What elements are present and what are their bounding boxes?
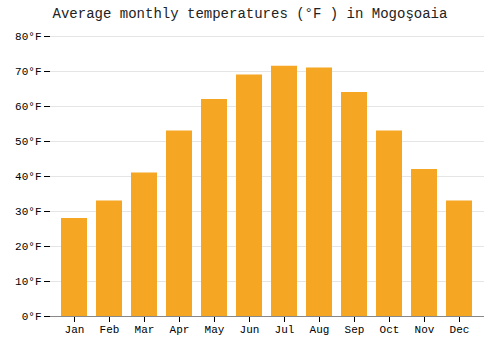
- svg-text:Feb: Feb: [100, 324, 120, 336]
- svg-text:0°F: 0°F: [22, 311, 42, 323]
- svg-text:40°F: 40°F: [15, 171, 41, 183]
- svg-text:Nov: Nov: [415, 324, 435, 336]
- svg-text:Dec: Dec: [450, 324, 470, 336]
- svg-text:10°F: 10°F: [15, 276, 41, 288]
- svg-text:Jun: Jun: [240, 324, 260, 336]
- svg-text:60°F: 60°F: [15, 101, 41, 113]
- svg-text:Aug: Aug: [310, 324, 330, 336]
- svg-text:30°F: 30°F: [15, 206, 41, 218]
- html-text:Average monthly temperatures (: Average monthly temperatures (°F ) in Mo…: [52, 6, 448, 22]
- svg-text:Oct: Oct: [380, 324, 400, 336]
- svg-text:Jan: Jan: [65, 324, 85, 336]
- svg-text:80°F: 80°F: [15, 31, 41, 43]
- svg-text:Jul: Jul: [275, 324, 295, 336]
- svg-text:50°F: 50°F: [15, 136, 41, 148]
- svg-text:Sep: Sep: [345, 324, 365, 336]
- svg-text:May: May: [205, 324, 225, 336]
- svg-text:Mar: Mar: [135, 324, 155, 336]
- svg-text:Apr: Apr: [170, 324, 190, 336]
- svg-text:70°F: 70°F: [15, 66, 41, 78]
- svg-text:20°F: 20°F: [15, 241, 41, 253]
